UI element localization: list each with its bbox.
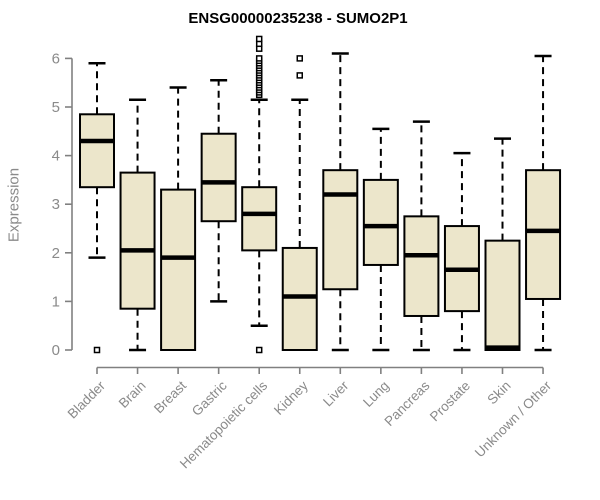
box-unknown-other [525,54,562,352]
box-prostate [443,151,480,352]
x-category-label: Breast [151,378,189,416]
x-category-label: Lung [360,378,392,410]
box-liver [322,52,359,352]
y-tick-label: 0 [52,342,60,359]
y-tick-label: 2 [52,245,60,262]
box-skin [484,137,521,351]
box-lung [362,127,399,352]
iqr-box [200,132,237,223]
box-pancreas [403,120,440,352]
x-category-label: Liver [320,378,352,410]
iqr-box [281,246,318,351]
x-category-label: Unknown / Other [472,378,555,461]
iqr-box [241,186,278,252]
x-category-label: Brain [116,378,149,411]
outlier-point [296,72,303,79]
iqr-box [322,169,359,291]
outlier-point [255,346,263,354]
outlier-point [255,35,263,43]
iqr-box [525,169,562,300]
y-tick-label: 6 [52,50,60,67]
iqr-box [119,171,156,310]
box-kidney [281,55,318,351]
iqr-box [79,113,115,189]
x-category-label: Prostate [427,378,473,424]
iqr-box [160,188,197,351]
y-axis: 0 1 2 3 4 5 6 [52,50,73,359]
box-hematopoietic-cells [241,35,278,354]
outlier-point [296,55,303,62]
x-category-label: Kidney [271,378,311,418]
x-category-label: Bladder [65,378,109,422]
box-bladder [79,62,115,354]
y-tick-label: 1 [52,293,60,310]
x-category-label: Skin [484,378,513,407]
y-tick-label: 5 [52,99,60,116]
y-tick-label: 3 [52,196,60,213]
outlier-point [93,346,101,354]
iqr-box [484,239,521,351]
box-gastric [200,79,237,303]
iqr-box [403,215,440,317]
box-breast [160,86,197,351]
y-tick-label: 4 [52,148,60,165]
x-category-label: Pancreas [382,378,433,429]
box-brain [119,98,156,352]
iqr-box [362,178,399,266]
outlier-point [255,55,263,62]
chart-title: ENSG00000235238 - SUMO2P1 [188,10,408,27]
